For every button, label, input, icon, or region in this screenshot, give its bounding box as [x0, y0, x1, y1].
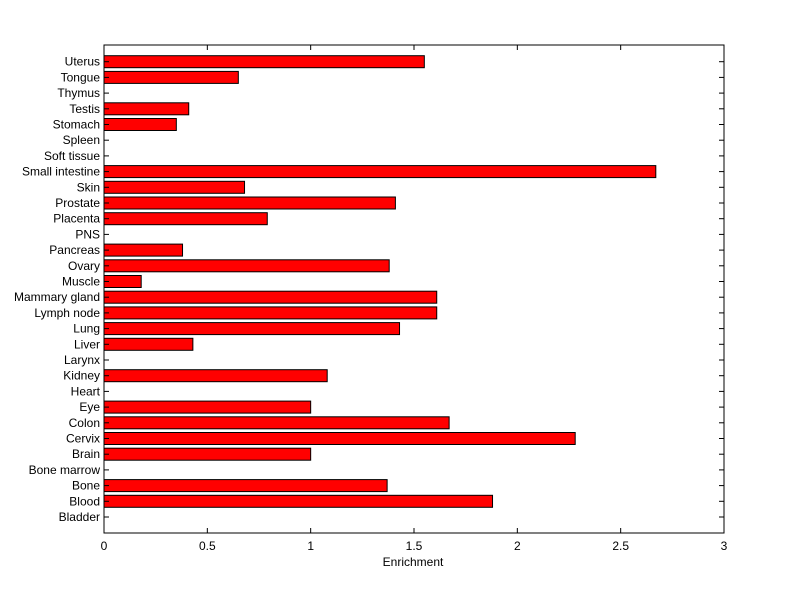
y-tick-label: Cervix	[66, 432, 100, 446]
bar-brain	[103, 447, 312, 461]
bar-lung	[103, 322, 401, 336]
y-tick-label: Spleen	[63, 133, 100, 147]
y-tick-label: Ovary	[68, 259, 100, 273]
y-tick-label: Liver	[74, 337, 100, 351]
x-tick-label: 0.5	[199, 539, 216, 553]
y-tick-label: Lymph node	[34, 306, 100, 320]
y-tick-label: Prostate	[55, 196, 100, 210]
y-tick-label: Blood	[69, 494, 100, 508]
y-tick-label: Placenta	[53, 212, 100, 226]
y-tick-label: Bladder	[59, 510, 100, 524]
y-tick-label: Colon	[69, 416, 100, 430]
bar-testis	[103, 102, 190, 116]
y-tick-label: Lung	[73, 322, 100, 336]
bar-eye	[103, 400, 312, 414]
bar-tongue	[103, 70, 239, 84]
bar-stomach	[103, 118, 177, 131]
y-tick-label: Stomach	[53, 118, 100, 132]
y-tick-label: Bone marrow	[29, 463, 101, 477]
bar-kidney	[103, 369, 328, 383]
bar-ovary	[103, 259, 390, 273]
bar-skin	[103, 180, 246, 194]
bar-cervix	[103, 432, 576, 445]
bar-small-intestine	[103, 165, 657, 179]
bar-liver	[103, 337, 194, 351]
y-tick-label: Mammary gland	[14, 290, 100, 304]
bar-mammary-gland	[103, 290, 438, 304]
bar-pancreas	[103, 243, 184, 257]
y-tick-label: Pancreas	[49, 243, 100, 257]
bar-bone	[103, 479, 388, 493]
y-tick-label: Heart	[71, 384, 101, 398]
x-tick-label: 2	[514, 539, 521, 553]
y-tick-label: PNS	[75, 227, 100, 241]
x-tick-label: 2.5	[612, 539, 629, 553]
bar-placenta	[103, 212, 268, 226]
x-axis: 0 0.5 1 1.5 2 2.5 3	[101, 45, 728, 553]
y-tick-label: Larynx	[64, 353, 100, 367]
y-tick-label: Uterus	[65, 55, 100, 69]
x-tick-label: 0	[101, 539, 108, 553]
y-tick-label: Eye	[79, 400, 100, 414]
y-tick-label: Thymus	[57, 86, 100, 100]
bar-blood	[103, 494, 494, 508]
y-tick-label: Bone	[72, 479, 100, 493]
y-tick-label: Skin	[77, 180, 100, 194]
y-tick-label: Testis	[69, 102, 100, 116]
y-tick-label: Tongue	[61, 70, 101, 84]
x-tick-label: 3	[721, 539, 728, 553]
bar-uterus	[103, 55, 425, 69]
y-tick-label: Kidney	[63, 369, 100, 383]
x-tick-label: 1	[307, 539, 314, 553]
y-tick-label: Muscle	[62, 275, 100, 289]
y-tick-label: Brain	[72, 447, 100, 461]
bar-muscle	[103, 275, 142, 288]
x-tick-label: 1.5	[406, 539, 423, 553]
x-axis-label: Enrichment	[383, 555, 444, 569]
bar-prostate	[103, 196, 396, 210]
y-tick-label: Small intestine	[22, 165, 100, 179]
y-tick-label: Soft tissue	[44, 149, 100, 163]
bars-layer	[103, 55, 657, 508]
bar-lymph-node	[103, 306, 438, 320]
bar-colon	[103, 416, 450, 430]
